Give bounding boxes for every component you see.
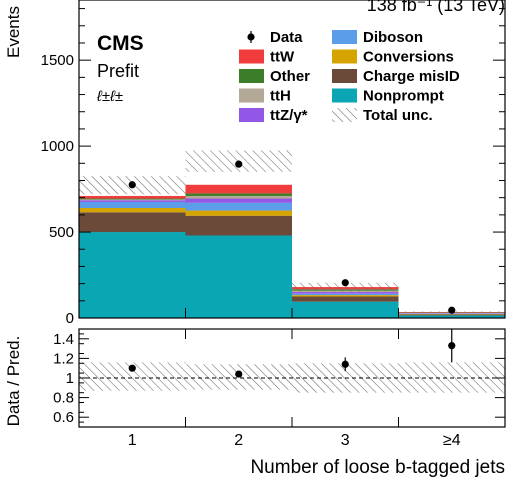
ratio-ytick-label: 1.4 bbox=[53, 331, 74, 348]
x-category-label: 2 bbox=[234, 432, 243, 449]
legend-swatch-charge-misid bbox=[332, 69, 357, 83]
data-point-bin-3 bbox=[341, 279, 349, 287]
main-ytick-label: 1000 bbox=[41, 138, 74, 155]
legend-swatch-conversions bbox=[332, 49, 357, 64]
legend-label-tth: ttH bbox=[270, 88, 291, 105]
legend-swatch-nonprompt bbox=[332, 88, 357, 103]
legend-label-total-unc-: Total unc. bbox=[363, 107, 433, 124]
bar-nonprompt-bin-1 bbox=[79, 232, 186, 318]
x-category-label: 3 bbox=[341, 432, 350, 449]
axes: 0 500 1000 1500 0.6 0.8 1 1.2 1.4 1 2 3 ≥4 bbox=[41, 0, 506, 449]
legend-swatch-tth bbox=[239, 88, 264, 103]
ratio-ytick-label: 0.6 bbox=[53, 409, 74, 426]
legend-label-conversions: Conversions bbox=[363, 49, 454, 66]
ratio-unc-bin-4 bbox=[398, 362, 505, 393]
bar-diboson-bin-3 bbox=[292, 293, 399, 296]
x-category-label: ≥4 bbox=[443, 432, 461, 449]
bar-ttz--bin-2 bbox=[185, 198, 292, 203]
main-ytick-label: 500 bbox=[49, 224, 74, 241]
legend-label-ttz-: ttZ/γ* bbox=[270, 107, 308, 124]
bar-nonprompt-bin-2 bbox=[185, 235, 292, 318]
ratio-ylabel: Data / Pred. bbox=[4, 336, 23, 427]
bar-tth-bin-1 bbox=[79, 199, 186, 201]
legend-swatch-other bbox=[239, 69, 264, 83]
x-category-label: 1 bbox=[128, 432, 137, 449]
bar-ttw-bin-1 bbox=[79, 195, 186, 199]
bar-conversions-bin-1 bbox=[79, 207, 186, 213]
stage-label: Prefit bbox=[97, 61, 139, 81]
ratio-uncertainty-band bbox=[79, 362, 505, 393]
bar-tth-bin-2 bbox=[185, 195, 292, 199]
main-ylabel: Events bbox=[4, 6, 23, 58]
legend-swatch-diboson bbox=[332, 30, 357, 44]
ratio-points bbox=[128, 329, 456, 378]
legend-label-other: Other bbox=[270, 68, 310, 85]
cms-label: CMS bbox=[97, 32, 144, 55]
legend: Data ttW Other ttH ttZ/γ* Diboson Conversions C… bbox=[239, 29, 460, 124]
legend-label-data: Data bbox=[270, 29, 303, 46]
main-ytick-label: 0 bbox=[66, 310, 74, 327]
bar-other-bin-1 bbox=[79, 198, 186, 200]
bar-ttz--bin-3 bbox=[292, 292, 399, 294]
ratio-point-bin-1 bbox=[128, 364, 136, 372]
data-points bbox=[128, 160, 456, 314]
bar-ttw-bin-2 bbox=[185, 184, 292, 194]
legend-swatch-total-unc bbox=[332, 108, 357, 122]
ratio-ytick-label: 1 bbox=[66, 370, 74, 387]
ratio-ytick-label: 1.2 bbox=[53, 350, 74, 367]
x-axis-title: Number of loose b-tagged jets bbox=[250, 457, 505, 478]
ratio-ytick-label: 0.8 bbox=[53, 390, 74, 407]
unc-hatch-bin-3 bbox=[292, 282, 399, 292]
legend-label-nonprompt: Nonprompt bbox=[363, 88, 444, 105]
data-point-bin-1 bbox=[128, 181, 136, 189]
bar-charge-misid-bin-3 bbox=[292, 296, 399, 302]
legend-swatch-ttz- bbox=[239, 108, 264, 122]
stacked-bars bbox=[79, 184, 505, 318]
ratio-point-bin-2 bbox=[235, 370, 243, 378]
bar-conversions-bin-3 bbox=[292, 295, 399, 297]
bar-other-bin-2 bbox=[185, 193, 292, 196]
legend-label-ttw: ttW bbox=[270, 49, 295, 66]
main-ytick-label: 1500 bbox=[41, 52, 74, 69]
ratio-point-bin-4 bbox=[448, 342, 456, 350]
bar-charge-misid-bin-2 bbox=[185, 215, 292, 236]
bar-nonprompt-bin-3 bbox=[292, 301, 399, 318]
bar-diboson-bin-1 bbox=[79, 201, 186, 208]
bar-ttz--bin-1 bbox=[79, 200, 186, 202]
bar-nonprompt-bin-4 bbox=[398, 315, 505, 318]
legend-label-diboson: Diboson bbox=[363, 29, 423, 46]
channel-label: ℓ±ℓ± bbox=[96, 88, 123, 105]
lumi-label: 138 fb⁻¹ (13 TeV) bbox=[367, 0, 505, 15]
bar-charge-misid-bin-4 bbox=[398, 314, 505, 316]
legend-swatch-ttw bbox=[239, 49, 264, 64]
ratio-point-bin-3 bbox=[341, 360, 349, 368]
bar-diboson-bin-2 bbox=[185, 202, 292, 211]
legend-label-charge-misid: Charge misID bbox=[363, 68, 460, 85]
data-point-bin-2 bbox=[235, 160, 243, 168]
data-point-bin-4 bbox=[448, 306, 456, 314]
bar-conversions-bin-2 bbox=[185, 210, 292, 216]
bar-charge-misid-bin-1 bbox=[79, 212, 186, 233]
